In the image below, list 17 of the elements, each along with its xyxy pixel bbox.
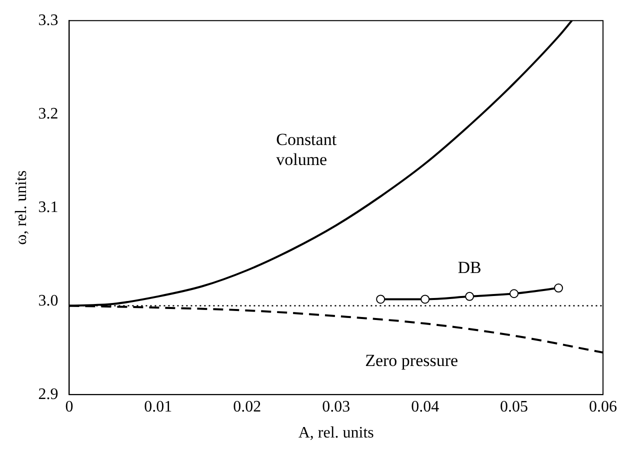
x-tick-label: 0.06 bbox=[589, 398, 617, 416]
y-tick-label: 3.0 bbox=[38, 292, 58, 310]
x-axis-title: A, rel. units bbox=[298, 424, 374, 442]
series-label: DB bbox=[458, 258, 482, 277]
y-tick-label: 3.2 bbox=[38, 105, 58, 122]
x-tick-label: 0.05 bbox=[500, 398, 528, 416]
y-tick-label: 3.3 bbox=[38, 12, 58, 29]
series-label: Zero pressure bbox=[365, 351, 458, 370]
y-axis-title: ω, rel. units bbox=[12, 170, 30, 245]
text: Constant volume bbox=[276, 130, 337, 169]
x-tick-label: 0.01 bbox=[144, 398, 172, 416]
x-tick-label: 0.04 bbox=[411, 398, 440, 416]
x-tick-label: 0 bbox=[65, 398, 74, 416]
y-tick-label: 3.1 bbox=[38, 198, 58, 216]
y-tick-label: 2.9 bbox=[38, 386, 58, 403]
x-tick-label: 0.02 bbox=[233, 398, 262, 416]
x-tick-label: 0.03 bbox=[322, 398, 350, 416]
